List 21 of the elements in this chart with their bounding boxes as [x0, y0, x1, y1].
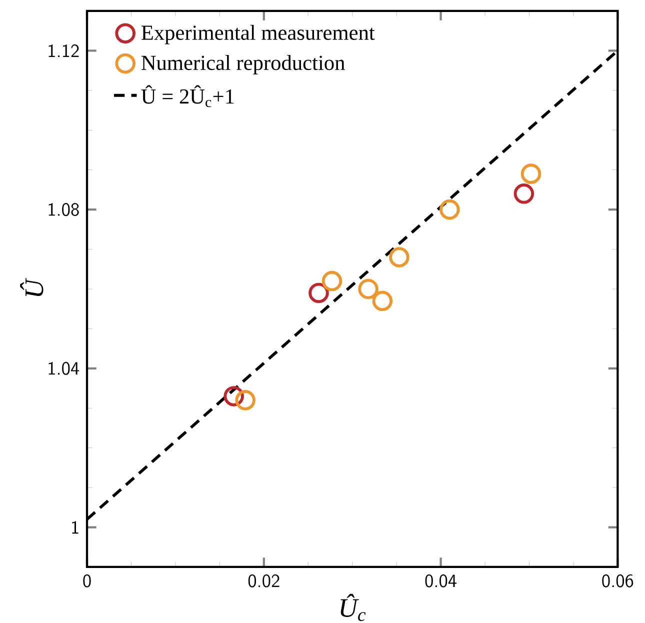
point: [439, 199, 460, 220]
y-tick-label: 1: [72, 520, 78, 534]
point: [372, 290, 393, 312]
y-tick-label: 1.12: [48, 44, 79, 58]
y-axis-title: Û: [20, 278, 44, 296]
y-tick-label: 1.04: [48, 362, 80, 375]
legend-label: Û = 2Û$_{c}$+1: [141, 85, 234, 108]
point: [322, 270, 342, 292]
y-tick-label: 1.08: [48, 203, 79, 216]
point: [235, 390, 256, 410]
point: [520, 164, 542, 184]
x-tick-label: 0: [83, 574, 91, 588]
point: [358, 278, 378, 300]
legend-label: Numerical reproduction: [141, 55, 345, 74]
x-tick-label: 0.04: [425, 574, 457, 588]
legend-label: Experimental measurement: [141, 24, 375, 44]
x-axis-title: Û$_{c}$: [340, 594, 366, 622]
x-tick-label: 0.06: [602, 574, 634, 588]
x-tick-label: 0.02: [248, 574, 280, 588]
point: [389, 247, 410, 268]
point: [514, 184, 534, 204]
